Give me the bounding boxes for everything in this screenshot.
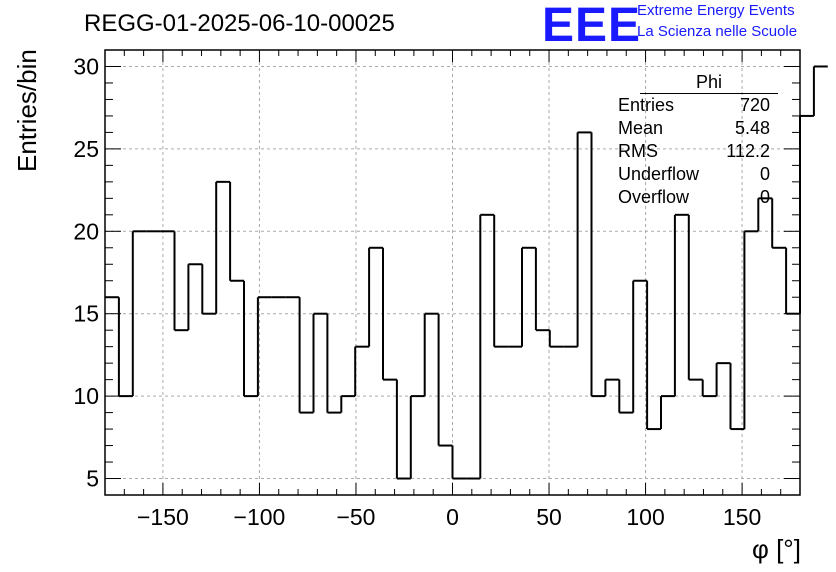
x-tick-label: 0: [446, 504, 459, 530]
y-tick-label: 25: [73, 136, 99, 162]
logo-subtitle-line2: La Scienza nelle Scuole: [637, 23, 798, 40]
stats-label: RMS: [618, 141, 658, 161]
stats-value: 720: [739, 95, 770, 115]
stats-label: Entries: [618, 95, 675, 115]
stats-label: Underflow: [618, 164, 700, 184]
y-axis-label: Entries/bin: [12, 49, 42, 172]
stats-value: 112.2: [726, 141, 770, 161]
x-tick-label: 50: [536, 504, 562, 530]
stats-row-underflow: Underflow 0: [610, 163, 778, 186]
stats-row-entries: Entries 720: [610, 94, 778, 117]
logo-subtitle-line1: Extreme Energy Events: [637, 2, 795, 19]
x-tick-label: −150: [137, 504, 189, 530]
x-tick-label: 100: [626, 504, 664, 530]
y-tick-label: 15: [73, 301, 99, 327]
stats-row-overflow: Overflow 0: [610, 186, 778, 209]
stats-value: 0: [759, 164, 770, 184]
stats-box: Phi Entries 720 Mean 5.48 RMS 112.2 Unde…: [610, 72, 778, 209]
stats-value: 5.48: [734, 118, 770, 138]
grid-lines: [105, 50, 800, 495]
y-tick-label: 30: [73, 53, 99, 79]
y-tick-label: 10: [73, 383, 99, 409]
stats-row-rms: RMS 112.2: [610, 140, 778, 163]
stats-row-mean: Mean 5.48: [610, 117, 778, 140]
plot-title: REGG-01-2025-06-10-00025: [84, 10, 395, 37]
stats-label: Mean: [618, 118, 664, 138]
histogram-series: [105, 65, 828, 480]
x-tick-label: −50: [336, 504, 375, 530]
x-tick-label: 150: [723, 504, 761, 530]
x-tick-label: −100: [234, 504, 286, 530]
axes: −150 −100 −50 0 50 100 150 5 10 15 20 25 30: [73, 49, 801, 530]
y-tick-label: 20: [73, 218, 99, 244]
stats-label: Overflow: [618, 187, 690, 207]
y-tick-label: 5: [86, 466, 99, 492]
stats-value: 0: [759, 187, 770, 207]
stats-title: Phi: [640, 72, 778, 94]
eee-logo: EEE: [542, 0, 642, 52]
x-axis-label: φ [°]: [752, 534, 801, 564]
